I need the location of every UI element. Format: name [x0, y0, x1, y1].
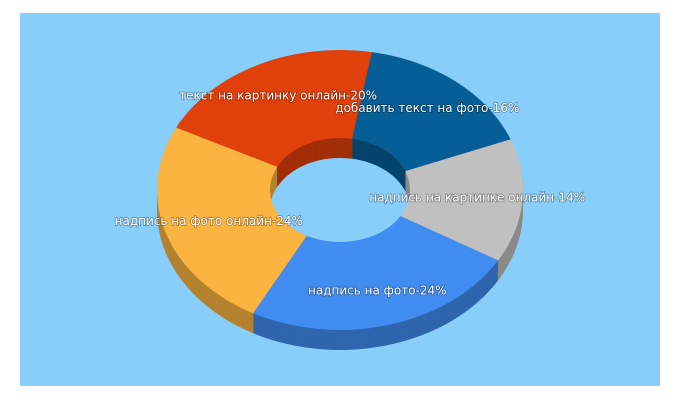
data-label: надпись на фото онлайн-24%	[115, 214, 303, 228]
slice	[176, 50, 372, 167]
data-label: добавить текст на фото-16%	[335, 101, 519, 115]
data-label: надпись на картинке онлайн-14%	[369, 191, 585, 205]
slice	[253, 216, 499, 330]
slice	[400, 139, 523, 261]
slice	[352, 52, 511, 172]
data-label: текст на картинку онлайн-20%	[179, 89, 377, 103]
data-label: надпись на фото-24%	[308, 284, 447, 298]
slice	[156, 127, 307, 314]
